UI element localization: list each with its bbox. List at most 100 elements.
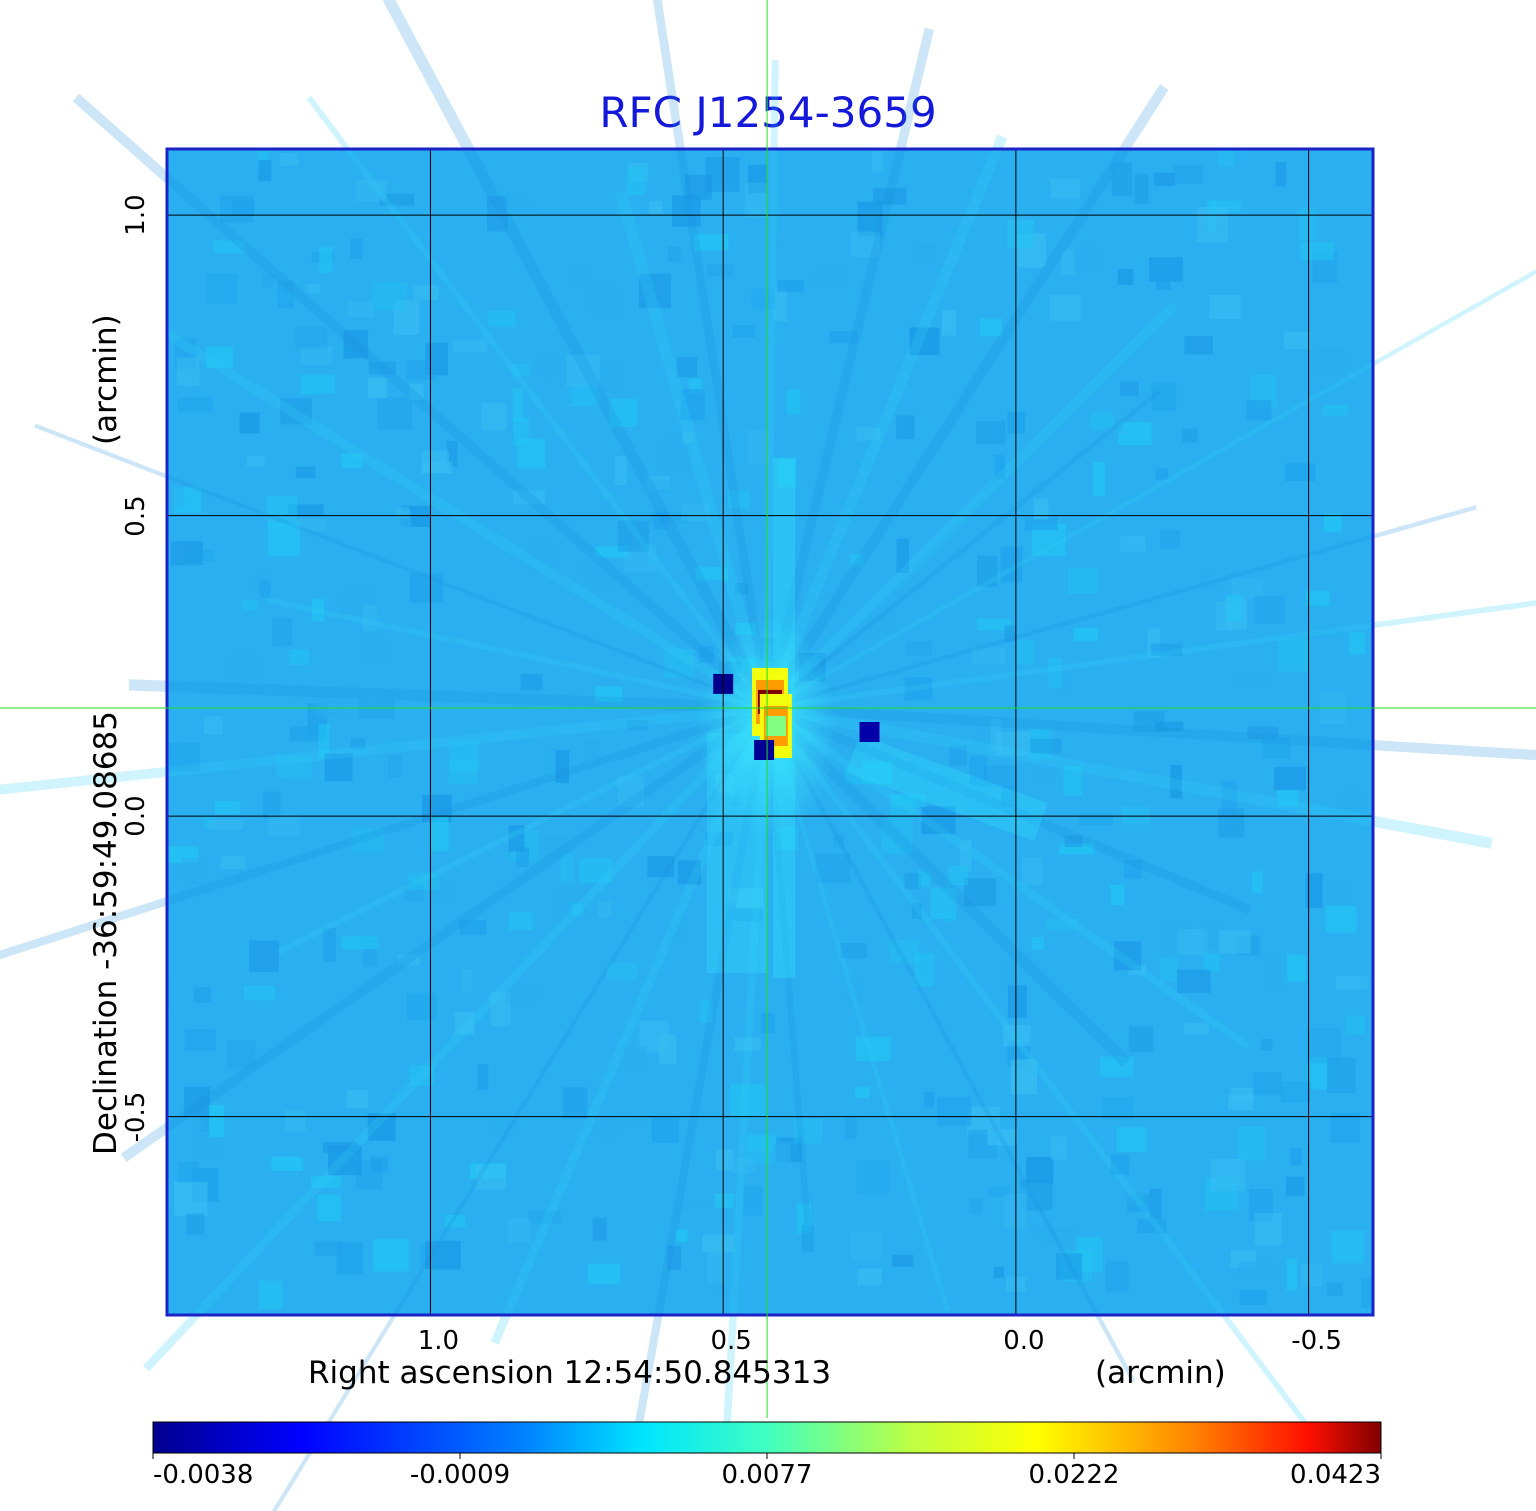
noise-patch [1045,919,1079,930]
noise-patch [988,1186,1009,1197]
y-tick-label: 1.0 [121,194,151,236]
noise-patch [279,280,308,304]
noise-patch [594,1118,620,1139]
sidelobe-streak [128,679,768,714]
noise-patch [461,969,472,992]
noise-patch [508,912,533,931]
noise-patch [477,859,512,876]
noise-patch [459,920,487,935]
noise-patch [866,614,891,636]
noise-patch [1222,781,1237,817]
noise-patch [1114,941,1142,971]
noise-patch [288,649,309,665]
sidelobe-streak [766,600,1536,711]
noise-patch [815,853,851,883]
noise-patch [706,832,733,846]
noise-patch [942,310,957,336]
sidelobe-streak [766,505,1477,711]
noise-patch [1096,403,1123,434]
colorbar-tick-label: 0.0077 [721,1460,813,1490]
noise-patch [801,1225,814,1252]
noise-patch [1331,1230,1365,1264]
noise-patch [477,1064,489,1090]
noise-patch [508,825,525,852]
noise-patch [599,497,613,514]
noise-patch [1349,632,1366,655]
noise-patch [178,1161,199,1184]
noise-patch [1022,857,1043,886]
noise-patch [1133,711,1165,732]
noise-patch [1147,628,1161,658]
noise-patch [379,193,415,206]
noise-patch [362,605,377,632]
noise-patch [707,264,735,277]
noise-patch [707,1251,725,1284]
noise-patch [996,731,1031,756]
noise-patch [368,361,396,375]
sidelobe-streak [120,703,770,1162]
noise-patch [1262,736,1291,759]
noise-patch [617,1046,647,1073]
noise-patch [628,163,649,182]
noise-patch [1289,927,1311,956]
noise-patch [734,1037,761,1051]
noise-patch [1177,969,1211,994]
noise-patch [262,791,281,819]
noise-patch [794,1118,823,1144]
noise-patch [652,479,679,508]
noise-patch [627,720,648,731]
noise-patch [184,1029,216,1051]
colorbar-ticks [152,1453,1382,1459]
noise-patch [1017,640,1035,665]
noise-patch [920,951,950,976]
noise-patch [300,374,335,394]
noise-patch [1162,917,1192,953]
noise-patch [548,571,573,589]
noise-patch [677,860,701,885]
noise-patch [1227,594,1243,622]
sidelobe-streak [762,134,1008,710]
sidelobe-streak [762,84,1169,711]
noise-patch [239,412,260,434]
noise-patch [1105,1261,1129,1293]
sidelobe-streak [382,0,773,711]
noise-patch [1284,463,1316,482]
noise-patch [777,456,797,488]
noise-patch [857,201,883,237]
sidelobe-streak [306,95,770,710]
noise-patch [228,651,260,683]
sidelobe-streak [765,389,1161,710]
noise-patch [844,1115,857,1139]
noise-patch [987,1129,1018,1146]
noise-patch [896,538,909,573]
noise-patch [591,283,619,319]
sidelobe-streak [165,330,770,712]
noise-patch [409,573,443,603]
noise-patch [1003,1024,1031,1046]
noise-patch [786,389,800,415]
noise-patch [336,1242,364,1275]
noise-patch [964,878,996,907]
noise-patch [1305,590,1330,607]
noise-patch [1278,638,1310,672]
noise-patch [1361,1278,1373,1308]
noise-patch [512,387,523,422]
noise-patch [276,755,312,778]
noise-patch [1033,498,1049,520]
noise-patch [990,718,1002,752]
noise-patch [1129,1026,1154,1053]
noise-patch [1330,1113,1360,1143]
noise-patch [969,756,988,786]
noise-patch [715,1149,734,1171]
noise-patch [1093,462,1106,497]
noise-patch [227,1040,256,1069]
noise-patch [743,1186,763,1216]
sidelobe-streak [72,93,771,712]
noise-patch [285,1110,306,1133]
noise-patch [1280,1081,1311,1103]
sidelobe-streak [766,702,1493,849]
sidelobe-streak [765,703,1252,915]
noise-patch [606,962,638,980]
noise-patch [615,456,627,486]
